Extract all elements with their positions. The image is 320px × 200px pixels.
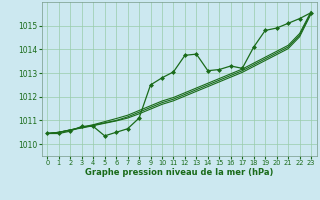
X-axis label: Graphe pression niveau de la mer (hPa): Graphe pression niveau de la mer (hPa) <box>85 168 273 177</box>
